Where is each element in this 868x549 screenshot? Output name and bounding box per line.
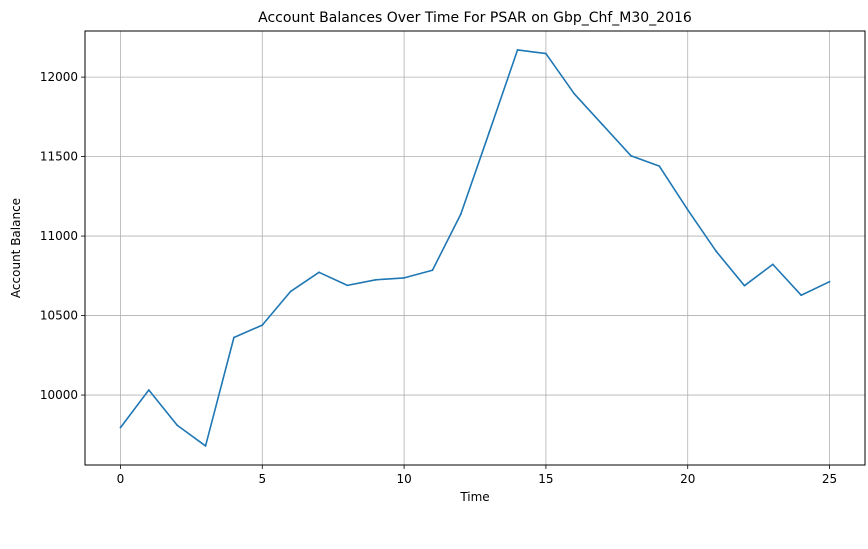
data-point — [630, 154, 632, 157]
data-point — [318, 271, 320, 274]
data-point — [261, 324, 264, 327]
data-point — [658, 165, 661, 168]
data-point — [545, 52, 547, 55]
data-point — [715, 250, 717, 253]
y-tick-label: 10500 — [40, 309, 78, 323]
data-point — [686, 208, 689, 211]
x-axis: 0 5 10 15 20 25 — [117, 465, 837, 486]
data-point — [800, 294, 803, 297]
series-line — [119, 49, 830, 447]
y-tick-label: 11000 — [40, 229, 78, 243]
x-tick-label: 0 — [117, 472, 125, 486]
y-axis: 10000 10500 11000 11500 12000 — [40, 70, 85, 402]
y-tick-label: 12000 — [40, 70, 78, 84]
data-point — [601, 123, 604, 126]
series-layer — [119, 49, 831, 447]
data-point — [743, 284, 746, 287]
data-point — [403, 276, 405, 279]
data-point — [346, 284, 349, 287]
x-tick-label: 15 — [538, 472, 553, 486]
data-point — [573, 92, 576, 95]
data-point — [147, 389, 150, 391]
x-tick-label: 5 — [258, 472, 266, 486]
data-point — [488, 131, 491, 134]
y-tick-label: 10000 — [40, 388, 78, 402]
y-tick-label: 11500 — [40, 150, 78, 164]
y-axis-label: Account Balance — [9, 198, 23, 298]
data-point — [289, 290, 292, 293]
x-tick-label: 25 — [822, 472, 837, 486]
data-point — [176, 424, 179, 427]
data-point — [119, 426, 122, 429]
data-point — [771, 263, 774, 266]
chart-title: Account Balances Over Time For PSAR on G… — [258, 10, 692, 26]
data-point — [204, 445, 207, 447]
x-tick-label: 20 — [680, 472, 695, 486]
x-tick-label: 10 — [396, 472, 411, 486]
data-point — [233, 336, 235, 339]
data-point — [516, 49, 519, 51]
grid — [85, 31, 865, 465]
plot-frame — [84, 30, 866, 466]
data-point — [459, 213, 462, 216]
x-axis-label: Time — [459, 490, 489, 504]
data-point — [374, 278, 377, 281]
data-point — [431, 269, 434, 272]
data-point — [828, 280, 831, 283]
